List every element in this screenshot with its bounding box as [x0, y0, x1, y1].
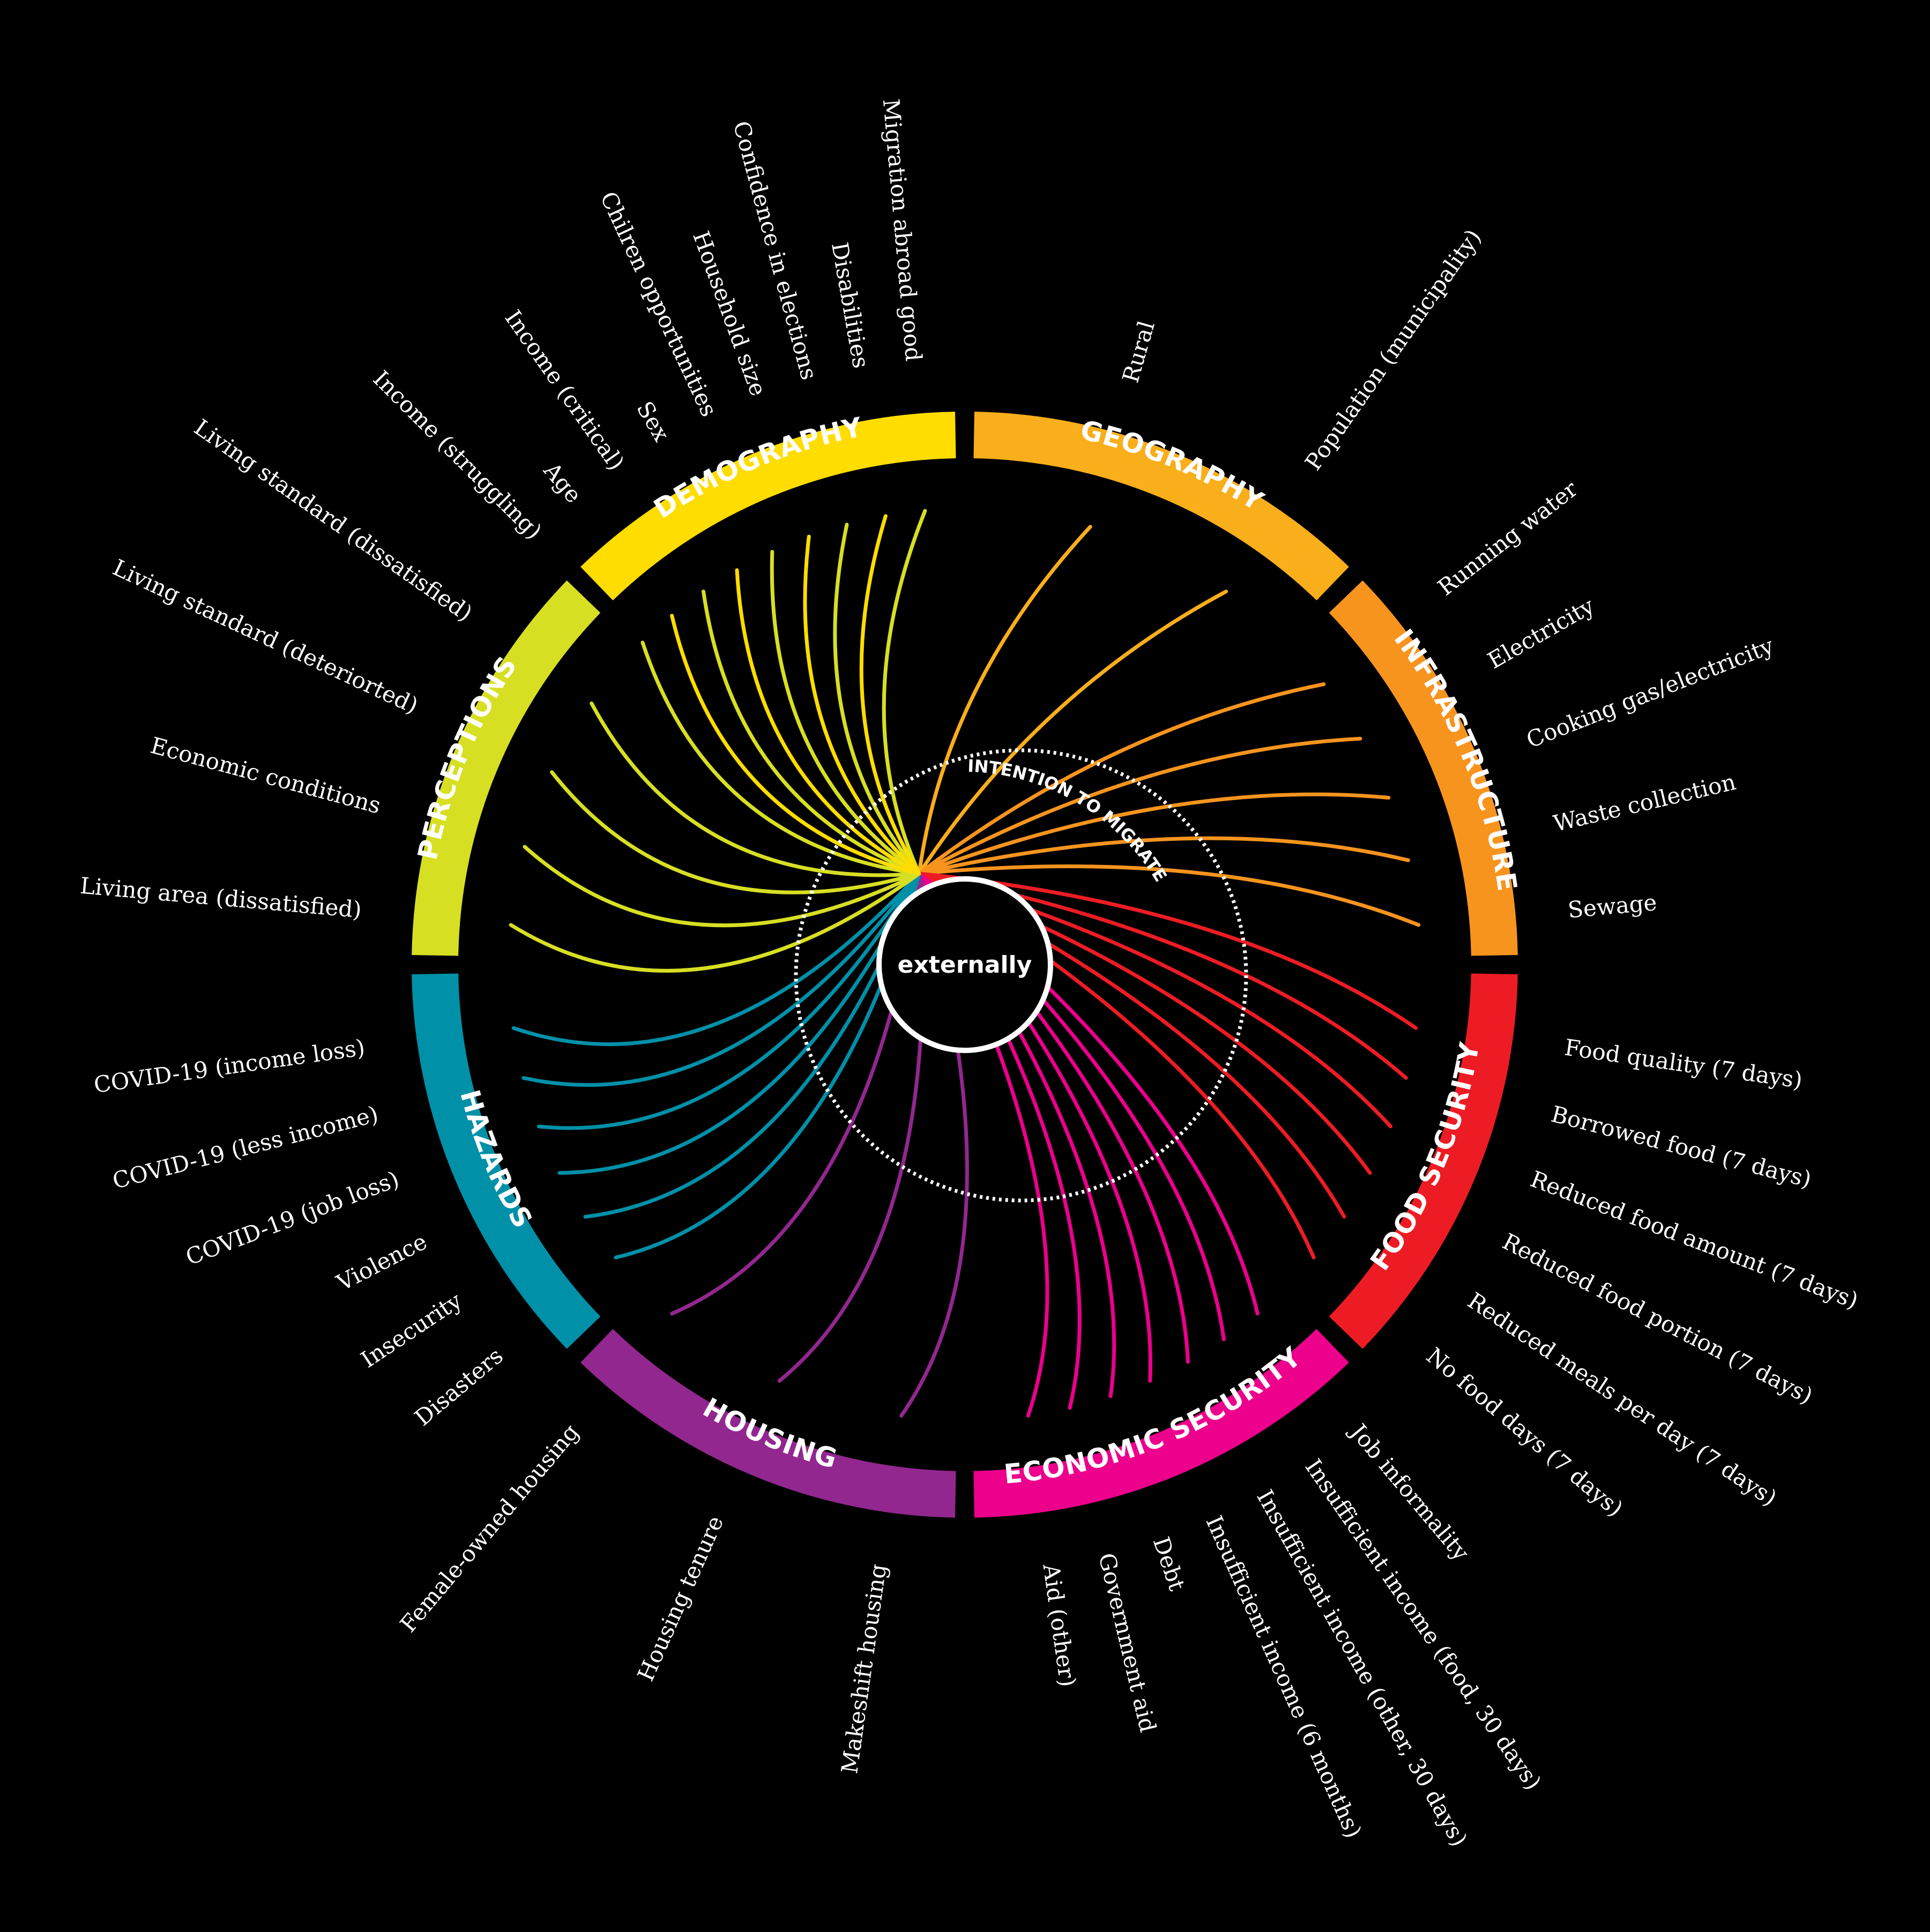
ring-segment-geography: [973, 412, 1349, 601]
variable-label: Income (struggling): [368, 365, 547, 544]
ring-segment-infrastructure: [1329, 580, 1518, 956]
variable-label: Government aid: [1093, 1550, 1161, 1735]
variable-label: COVID-19 (income loss): [92, 1034, 367, 1099]
variable-label: Makeshift housing: [836, 1562, 891, 1775]
variable-label: Food quality (7 days): [1563, 1034, 1804, 1094]
variable-label: Sewage: [1567, 889, 1658, 923]
curve-perceptions: [640, 640, 921, 876]
variable-label: Female-owned housing: [395, 1419, 584, 1637]
variable-label: Age: [538, 457, 587, 508]
variable-label: Living standard (deteriorted): [109, 554, 422, 719]
curve-demography: [670, 614, 921, 876]
curve-perceptions: [882, 509, 927, 876]
curve-demography: [859, 514, 921, 876]
dotted-inner-ring: [794, 748, 1248, 1203]
variable-label: Chilren opportunities: [595, 188, 722, 421]
curve-infrastructure: [917, 792, 1391, 876]
variable-label: Housing tenure: [632, 1512, 729, 1685]
curve-geography: [917, 590, 1228, 876]
variable-label: Living area (dissatisfied): [79, 872, 362, 923]
variable-label: Disasters: [409, 1342, 508, 1431]
curve-food-security: [917, 871, 1418, 1030]
variable-label: Migration abroad good: [878, 98, 927, 362]
curve-perceptions: [701, 590, 921, 876]
curve-perceptions: [770, 550, 921, 876]
curve-infrastructure: [917, 864, 1421, 927]
category-ring: [412, 412, 1518, 1518]
variable-label: Income (critical): [500, 305, 629, 475]
variable-label: Disabilities: [826, 240, 875, 370]
curve-perceptions: [509, 871, 921, 973]
curve-demography: [803, 534, 921, 876]
variable-label: Running water: [1433, 475, 1583, 601]
variable-label: Violence: [332, 1228, 431, 1296]
variable-label: COVID-19 (less income): [110, 1101, 381, 1194]
curve-hazards: [557, 871, 921, 1175]
curve-perceptions: [833, 523, 921, 876]
ring-segment-hazards: [412, 973, 601, 1349]
variable-label: Debt: [1148, 1534, 1190, 1594]
variable-label: Rural: [1117, 318, 1160, 385]
ring-segment-food-security: [1329, 973, 1518, 1349]
ring-segment-perceptions: [412, 580, 601, 956]
variable-label: Reduced meals per day (7 days): [1463, 1287, 1782, 1511]
curve-perceptions: [523, 845, 921, 928]
curve-infrastructure: [917, 682, 1326, 876]
curve-geography: [917, 525, 1092, 876]
variable-label: Cooking gas/electricity: [1523, 632, 1777, 754]
curve-infrastructure: [917, 836, 1410, 876]
variable-label: Aid (other): [1038, 1562, 1081, 1688]
curve-hazards: [521, 871, 921, 1087]
variable-label: Sex: [631, 397, 675, 446]
curve-hazards: [536, 871, 921, 1130]
curve-infrastructure: [917, 736, 1362, 876]
variable-label: Insufficient income (6 months): [1201, 1512, 1367, 1842]
variable-label: Waste collection: [1551, 769, 1739, 837]
variable-label: Electricity: [1483, 592, 1599, 674]
ring-segment-demography: [580, 412, 956, 601]
variable-label: Insecurity: [356, 1287, 466, 1373]
curve-demography: [735, 568, 921, 876]
center-node: [876, 876, 1053, 1053]
variable-label: Population (municipality): [1300, 225, 1486, 475]
curve-perceptions: [550, 770, 921, 894]
curve-perceptions: [590, 701, 921, 877]
ring-segment-economic-security: [973, 1329, 1349, 1518]
ring-segment-housing: [580, 1329, 956, 1518]
variable-label: Borrowed food (7 days): [1548, 1101, 1814, 1193]
center-label: externally: [898, 951, 1032, 979]
curve-hazards: [511, 871, 921, 1046]
variable-label: Economic conditions: [148, 732, 384, 819]
